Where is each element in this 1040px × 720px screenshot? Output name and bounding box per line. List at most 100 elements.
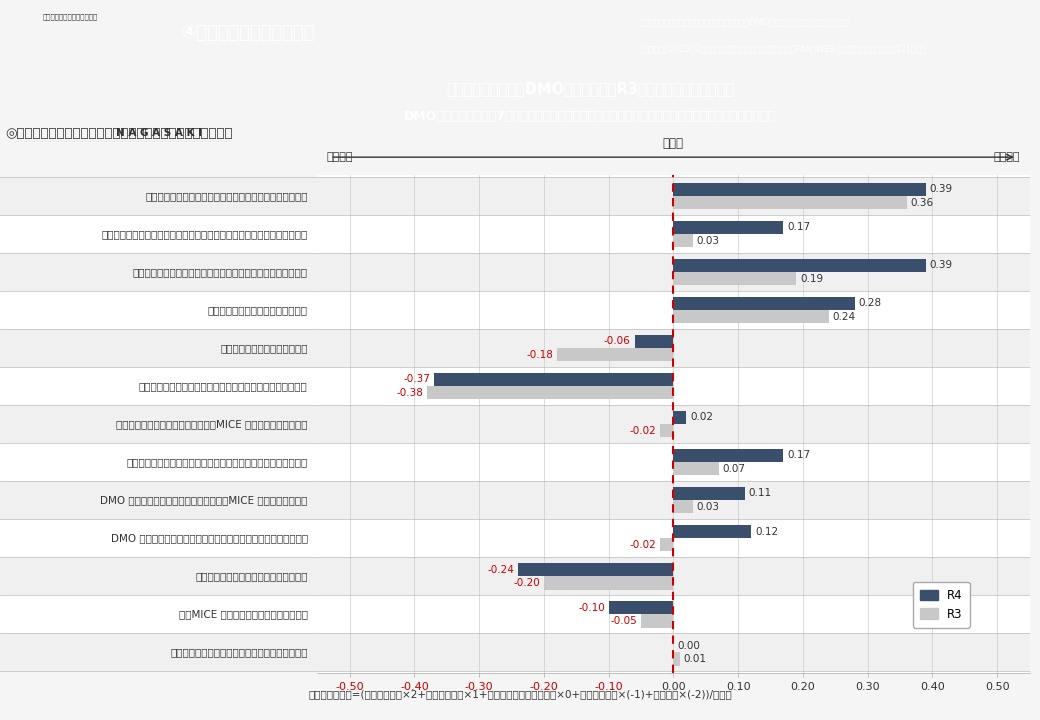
Bar	[673, 272, 797, 285]
Text: 0.12: 0.12	[755, 526, 778, 536]
Bar	[317, 481, 1030, 519]
Bar	[673, 449, 783, 462]
Bar	[673, 652, 680, 665]
Text: -0.24: -0.24	[487, 564, 514, 575]
Text: -0.02: -0.02	[630, 540, 656, 550]
Text: 市場分析等に基づく戦略的な誘客・MICE 誘致を展開する取組み: 市場分析等に基づく戦略的な誘客・MICE 誘致を展開する取組み	[116, 419, 308, 429]
Bar	[673, 411, 686, 424]
Text: ストーリー性・テーマ性に富んだ魅力あるコンテンツへ磨き上げる取組み: ストーリー性・テーマ性に富んだ魅力あるコンテンツへ磨き上げる取組み	[102, 229, 308, 239]
Text: -0.20: -0.20	[513, 578, 540, 588]
Text: 長崎独自の歴史・文化、自然・景観を守り、活かす取組み: 長崎独自の歴史・文化、自然・景観を守り、活かす取組み	[146, 191, 308, 201]
Bar	[673, 500, 693, 513]
Text: 満足度: 満足度	[662, 138, 684, 150]
Bar	[673, 525, 751, 538]
Bar	[0, 367, 317, 405]
Text: 交通アクセスを充実させ、周遊しやすい環境をつくる取組み: 交通アクセスを充実させ、周遊しやすい環境をつくる取組み	[139, 381, 308, 391]
Bar	[0, 177, 317, 215]
Text: -0.38: -0.38	[396, 387, 423, 397]
Bar	[317, 215, 1030, 253]
Text: 長崎市の観光まちづくり施策に関する総合満足度: 長崎市の観光まちづくり施策に関する総合満足度	[171, 647, 308, 657]
Bar	[317, 443, 1030, 481]
Text: 【実施時期】2023年2月【調査手法】郵送にて質問票を配布後、FAX・WEBによる回答【サンプル数】121事業者: 【実施時期】2023年2月【調査手法】郵送にて質問票を配布後、FAX・WEBによ…	[640, 45, 927, 54]
Text: 《満足度指数》=(「大変満足」×2+「まあ満足」×1+「どちらともいえない」×0+「やや不満」×(-1)+「不満」×(-2))/回答数: 《満足度指数》=(「大変満足」×2+「まあ満足」×1+「どちらともいえない」×0…	[308, 689, 732, 699]
Bar	[317, 367, 1030, 405]
Text: -0.10: -0.10	[578, 603, 604, 613]
Text: 0.11: 0.11	[749, 488, 772, 498]
Bar	[673, 297, 855, 310]
Bar	[608, 601, 673, 614]
Text: 暮らしのそばに、ほら世界。: 暮らしのそばに、ほら世界。	[43, 14, 98, 20]
Bar	[317, 519, 1030, 557]
Bar	[317, 595, 1030, 634]
Text: 0.17: 0.17	[787, 222, 810, 233]
Bar	[0, 215, 317, 253]
Text: 0.01: 0.01	[683, 654, 707, 664]
Text: 0.02: 0.02	[691, 413, 713, 423]
Text: 0.03: 0.03	[697, 235, 720, 246]
Text: -0.37: -0.37	[404, 374, 430, 384]
Bar	[0, 329, 317, 367]
Bar	[0, 634, 317, 671]
Bar	[544, 576, 673, 590]
Bar	[673, 462, 719, 475]
Text: 安全安心な滞在環境をつくる取組み: 安全安心な滞在環境をつくる取組み	[208, 305, 308, 315]
Bar	[660, 538, 673, 552]
Bar	[0, 443, 317, 481]
Bar	[673, 220, 783, 234]
Bar	[317, 405, 1030, 443]
Text: 0.24: 0.24	[833, 312, 856, 322]
Bar	[0, 557, 317, 595]
Bar	[317, 253, 1030, 291]
Bar	[641, 614, 673, 628]
Text: N A G A S A K I: N A G A S A K I	[115, 128, 202, 138]
Text: 【調査目的】市内事業者からみた市の観光施策やDMOの取り組みに対する評価などの把握: 【調査目的】市内事業者からみた市の観光施策やDMOの取り組みに対する評価などの把…	[640, 17, 850, 27]
Bar	[673, 258, 926, 272]
Bar	[0, 253, 317, 291]
Text: 0.17: 0.17	[787, 451, 810, 461]
Text: 0.39: 0.39	[930, 261, 953, 270]
Text: 長崎市の観光施策、DMOの事業とも、R3年度に比べ評価が上昇。: 長崎市の観光施策、DMOの事業とも、R3年度に比べ評価が上昇。	[446, 81, 734, 96]
Text: DMO を中心とした観光まちづくりの推進体制の充実を図る取組み: DMO を中心とした観光まちづくりの推進体制の充実を図る取組み	[110, 534, 308, 543]
Text: DMOの認知度は全体で7割を超えたが、小売りや飲食業などの業界差も大きく、更なる情報発信が必要。: DMOの認知度は全体で7割を超えたが、小売りや飲食業などの業界差も大きく、更なる…	[405, 110, 776, 123]
Bar	[317, 291, 1030, 329]
Bar	[0, 481, 317, 519]
Text: 0.19: 0.19	[801, 274, 824, 284]
Bar	[673, 310, 829, 323]
Text: （低い）: （低い）	[327, 152, 354, 162]
Text: 長崎ブランドの確立と効果的なプロモーションを推進する取組み: 長崎ブランドの確立と効果的なプロモーションを推進する取組み	[127, 457, 308, 467]
Text: 0.00: 0.00	[677, 641, 700, 651]
Text: 0.07: 0.07	[723, 464, 746, 474]
Bar	[317, 557, 1030, 595]
Text: -0.06: -0.06	[604, 336, 630, 346]
Legend: R4, R3: R4, R3	[913, 582, 969, 628]
Bar	[434, 373, 673, 386]
Bar	[317, 634, 1030, 671]
Bar	[518, 563, 673, 576]
Bar	[660, 424, 673, 437]
Text: DMO を中心としたワンストップの誘客・MICE 誘致を行う取組み: DMO を中心としたワンストップの誘客・MICE 誘致を行う取組み	[100, 495, 308, 505]
Text: （高い）: （高い）	[993, 152, 1020, 162]
Bar	[317, 177, 1030, 215]
Bar	[427, 386, 673, 400]
Bar	[634, 335, 673, 348]
Text: ④市内観光関連事業者調査: ④市内観光関連事業者調査	[182, 24, 315, 42]
Text: -0.02: -0.02	[630, 426, 656, 436]
Bar	[0, 405, 317, 443]
Bar	[317, 329, 1030, 367]
Bar	[0, 595, 317, 634]
Text: -0.05: -0.05	[610, 616, 638, 626]
Text: 0.39: 0.39	[930, 184, 953, 194]
Text: 快適な滞在環境をつくる取組み: 快適な滞在環境をつくる取組み	[220, 343, 308, 353]
Text: ◎長崎市全体で進めている「観光まちづくり」についての評価: ◎長崎市全体で進めている「観光まちづくり」についての評価	[6, 127, 233, 140]
Text: まちMICE プロジェクトを推進する取組み: まちMICE プロジェクトを推進する取組み	[179, 609, 308, 619]
Bar	[673, 183, 926, 196]
Bar	[673, 487, 745, 500]
Text: -0.18: -0.18	[526, 350, 553, 360]
Text: 0.36: 0.36	[910, 197, 934, 207]
Text: 0.03: 0.03	[697, 502, 720, 512]
Text: 0.28: 0.28	[859, 298, 882, 308]
Bar	[673, 196, 907, 210]
Text: 民間事業者の稼ぐ力を向上させる取組み: 民間事業者の稼ぐ力を向上させる取組み	[196, 571, 308, 581]
Bar	[556, 348, 673, 361]
Bar	[0, 519, 317, 557]
